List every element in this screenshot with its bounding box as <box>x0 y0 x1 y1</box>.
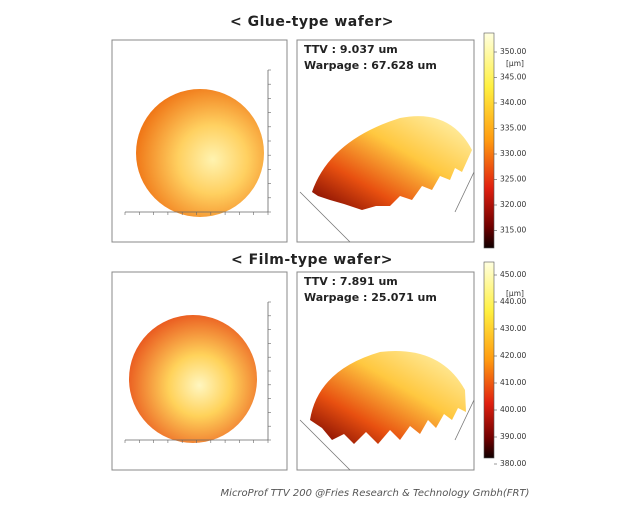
colorbar-label: 410.00 <box>500 378 526 387</box>
colorbar-label: 400.00 <box>500 405 526 414</box>
colorbar-label: 335.00 <box>500 124 526 133</box>
colorbar-label: 350.00 <box>500 47 526 56</box>
surface-3d <box>312 116 472 210</box>
axis-3d <box>299 419 351 471</box>
panel-title: < Film-type wafer> <box>231 252 393 268</box>
surface-3d <box>310 351 466 444</box>
ttv: TTV : 9.037 um <box>304 43 398 56</box>
colorbar-label: 440.00 <box>500 297 526 306</box>
colorbar-label: 380.00 <box>500 459 526 468</box>
colorbar-label: 345.00 <box>500 73 526 82</box>
axis-3d <box>454 399 475 441</box>
panel: < Film-type wafer> TTV : 7.891 um Warpage … <box>111 252 526 471</box>
wafer-map <box>136 89 264 217</box>
colorbar-label: 340.00 <box>500 98 526 107</box>
colorbar-label: 390.00 <box>500 432 526 441</box>
caption: MicroProf TTV 200 @Fries Research & Tech… <box>221 488 530 499</box>
warpage: Warpage : 67.628 um <box>304 59 437 72</box>
ttv: TTV : 7.891 um <box>304 275 398 288</box>
panel-title: < Glue-type wafer> <box>230 14 394 30</box>
colorbar-label: 430.00 <box>500 324 526 333</box>
wafer-map <box>129 315 257 443</box>
colorbar-label: 325.00 <box>500 175 526 184</box>
colorbar-unit: [µm] <box>506 289 524 298</box>
panel: < Glue-type wafer> TTV : 9.037 um Warpage … <box>111 14 526 249</box>
colorbar-label: 320.00 <box>500 200 526 209</box>
warpage: Warpage : 25.071 um <box>304 291 437 304</box>
panels: < Glue-type wafer> TTV : 9.037 um Warpage … <box>111 14 526 471</box>
colorbar-label: 315.00 <box>500 226 526 235</box>
axis-3d <box>299 191 351 243</box>
colorbar-unit: [µm] <box>506 59 524 68</box>
colorbar <box>483 261 495 459</box>
colorbar <box>483 32 495 249</box>
colorbar-label: 450.00 <box>500 270 526 279</box>
axis-3d <box>454 171 475 213</box>
colorbar-label: 330.00 <box>500 149 526 158</box>
colorbar-label: 420.00 <box>500 351 526 360</box>
